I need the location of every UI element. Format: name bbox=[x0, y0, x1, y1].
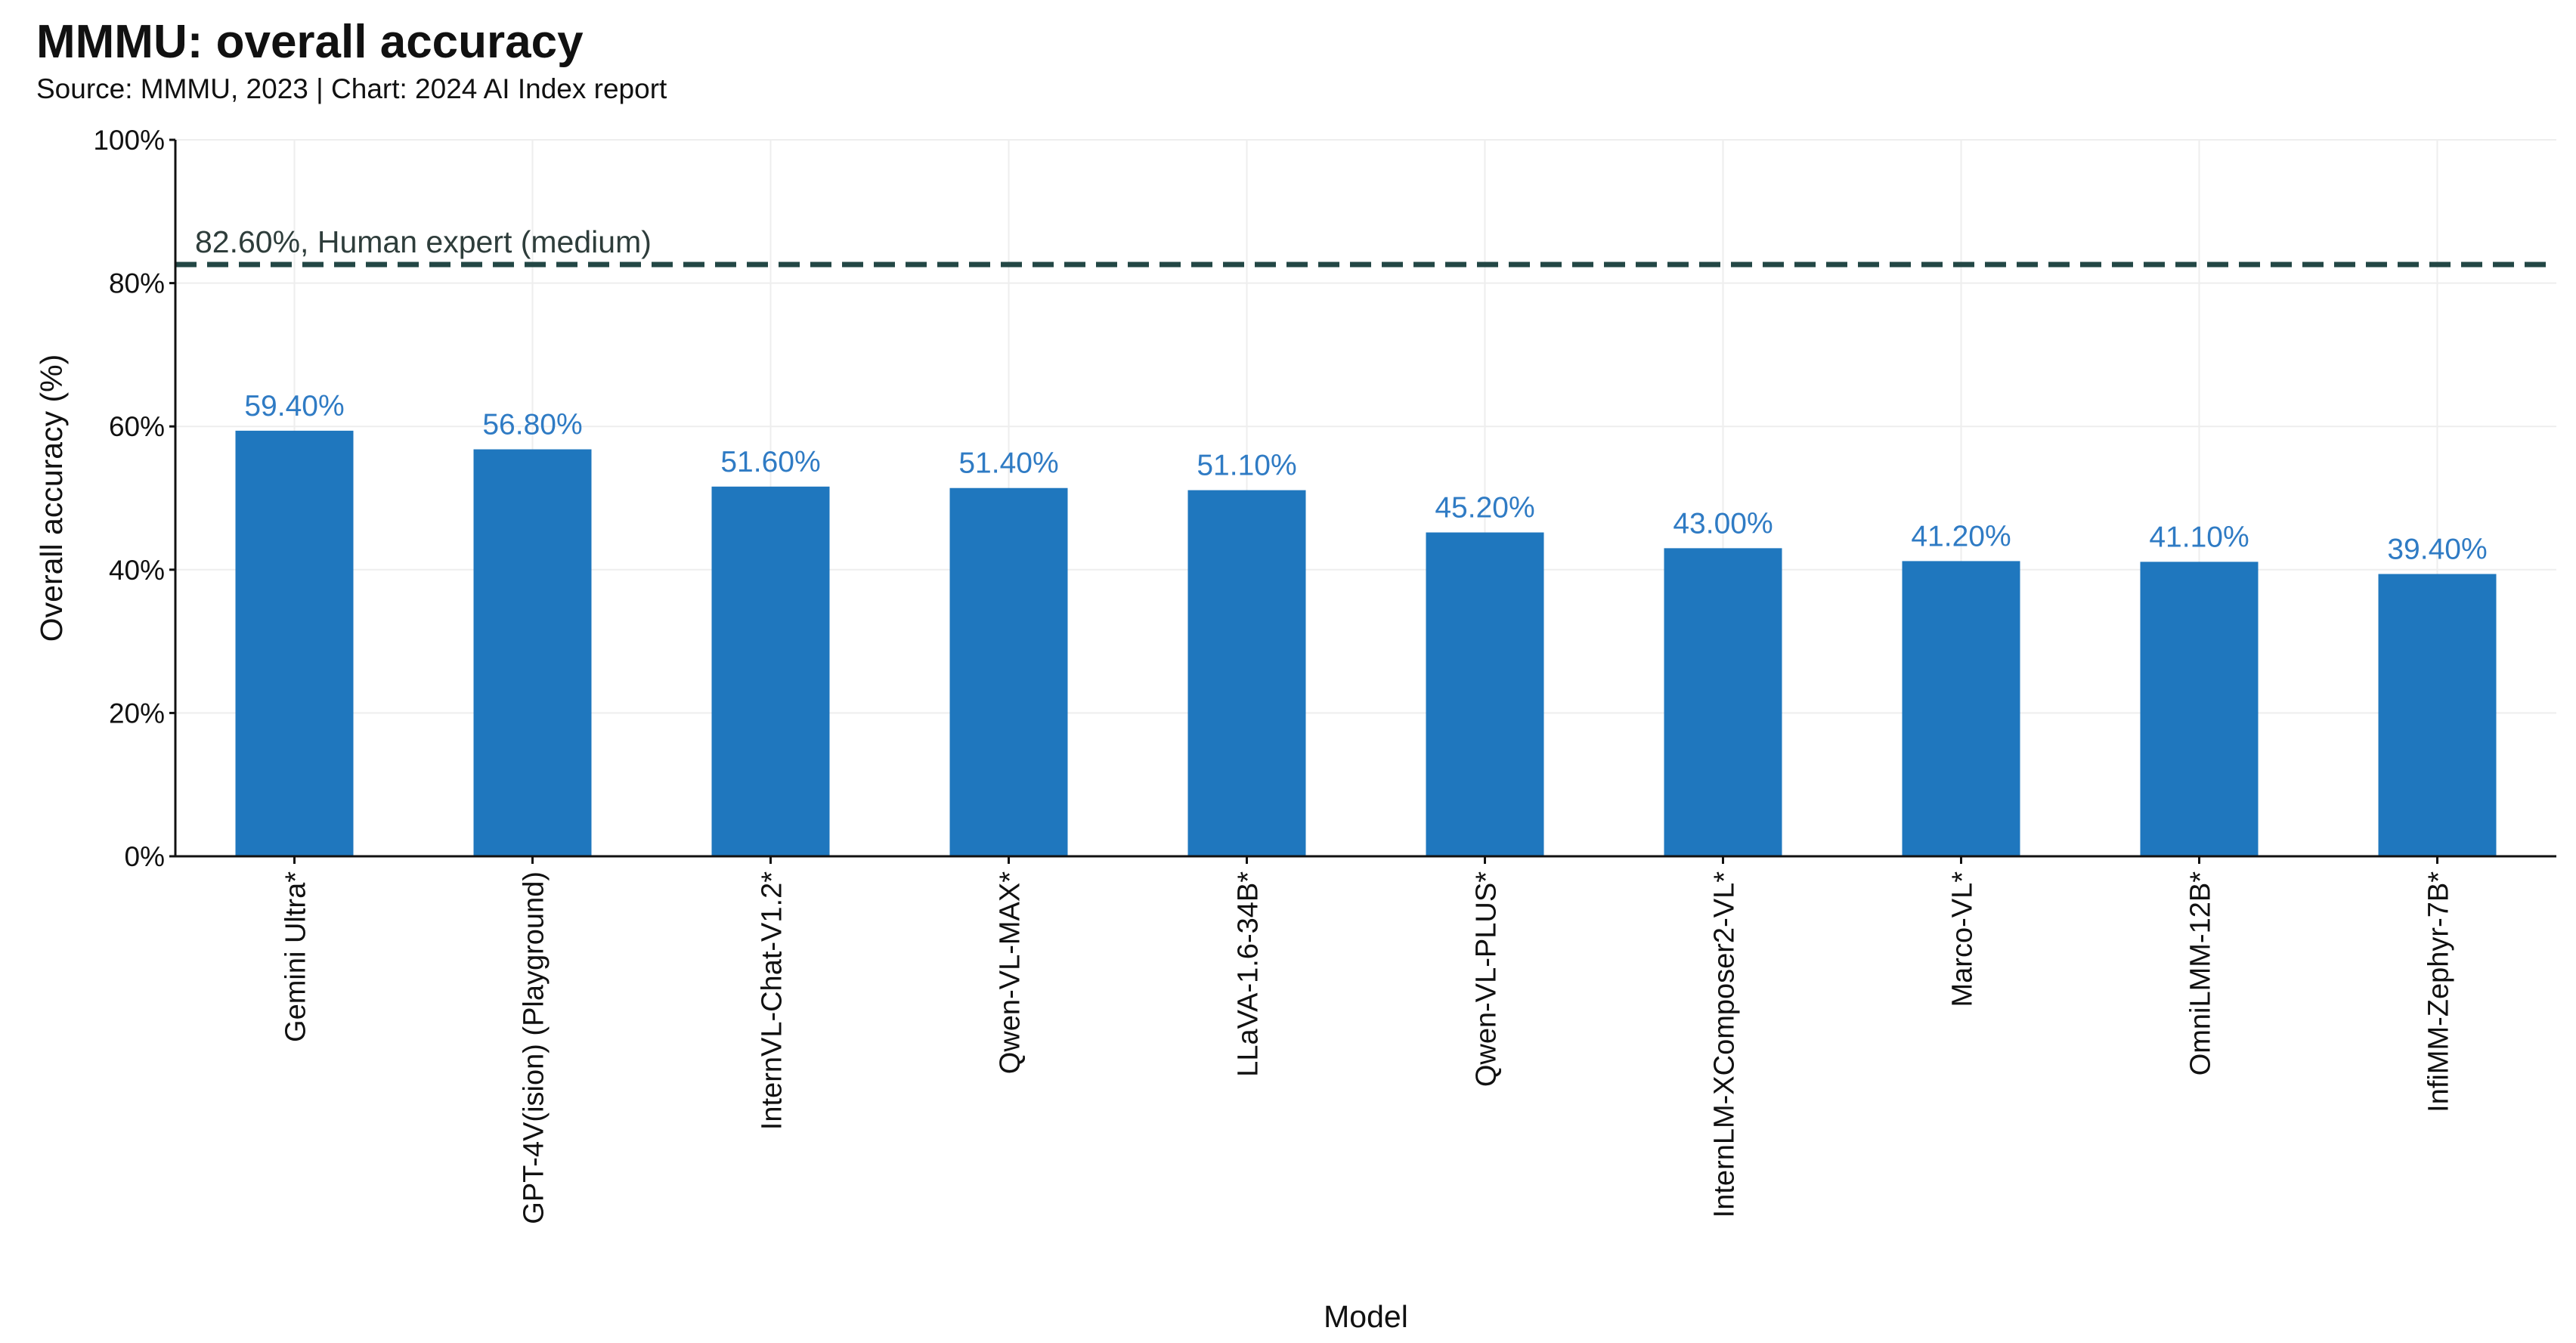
x-category-label: Qwen-VL-PLUS* bbox=[1471, 871, 1503, 1087]
data-label: 43.00% bbox=[1673, 507, 1773, 540]
data-label: 51.60% bbox=[720, 446, 820, 478]
bar bbox=[473, 449, 592, 856]
bar bbox=[1902, 561, 2020, 856]
x-category-label: InternVL-Chat-V1.2* bbox=[757, 871, 788, 1130]
x-category-label: LLaVA-1.6-34B* bbox=[1233, 871, 1265, 1077]
x-category-label: InfiMM-Zephyr-7B* bbox=[2423, 871, 2455, 1112]
chart-header: MMMU: overall accuracy Source: MMMU, 202… bbox=[36, 12, 667, 106]
x-category-label: Gemini Ultra* bbox=[280, 871, 312, 1042]
x-category-labels: Gemini Ultra* GPT-4V(ision) (Playground) I… bbox=[280, 871, 2455, 1224]
data-label: 41.10% bbox=[2149, 521, 2249, 553]
y-tick-label: 40% bbox=[109, 555, 165, 586]
x-category-label: GPT-4V(ision) (Playground) bbox=[519, 871, 550, 1224]
data-label: 51.10% bbox=[1197, 450, 1296, 482]
x-category-label: OmniLMM-12B* bbox=[2185, 871, 2217, 1075]
y-tick-label: 20% bbox=[109, 698, 165, 729]
y-axis-title: Overall accuracy (%) bbox=[34, 354, 69, 642]
data-label: 59.40% bbox=[244, 390, 344, 422]
y-tick-labels: 0% 20% 40% 60% 80% 100% bbox=[93, 125, 165, 872]
data-label: 51.40% bbox=[958, 447, 1058, 480]
x-category-label: InternLM-XComposer2-VL* bbox=[1709, 871, 1741, 1218]
bar bbox=[1187, 490, 1306, 856]
data-label: 45.20% bbox=[1435, 492, 1534, 525]
bar bbox=[1664, 548, 1782, 856]
x-category-label: Marco-VL* bbox=[1947, 871, 1979, 1007]
x-axis-title: Model bbox=[1324, 1299, 1408, 1334]
x-category-label: Qwen-VL-MAX* bbox=[995, 871, 1026, 1074]
y-tick-label: 0% bbox=[125, 841, 165, 872]
chart-title: MMMU: overall accuracy bbox=[36, 16, 584, 68]
bar bbox=[1426, 532, 1544, 856]
bar bbox=[2378, 574, 2497, 856]
y-tick-label: 80% bbox=[109, 268, 165, 299]
y-tick-label: 60% bbox=[109, 411, 165, 442]
reference-line-group: 82.60%, Human expert (medium) bbox=[175, 224, 2556, 268]
data-label: 39.40% bbox=[2387, 533, 2487, 565]
bar bbox=[711, 486, 830, 856]
bar bbox=[235, 430, 354, 856]
bars bbox=[235, 430, 2497, 856]
data-label: 41.20% bbox=[1911, 520, 2011, 552]
chart-subtitle: Source: MMMU, 2023 | Chart: 2024 AI Inde… bbox=[36, 73, 667, 104]
data-label: 56.80% bbox=[482, 409, 582, 441]
axes bbox=[169, 138, 2556, 864]
bar bbox=[2140, 562, 2259, 856]
bar bbox=[949, 487, 1068, 856]
y-tick-label: 100% bbox=[93, 125, 165, 156]
reference-line-label: 82.60%, Human expert (medium) bbox=[195, 224, 652, 259]
data-labels: 59.40% 56.80% 51.60% 51.40% 51.10% 45.20% 43.0… bbox=[244, 390, 2487, 566]
